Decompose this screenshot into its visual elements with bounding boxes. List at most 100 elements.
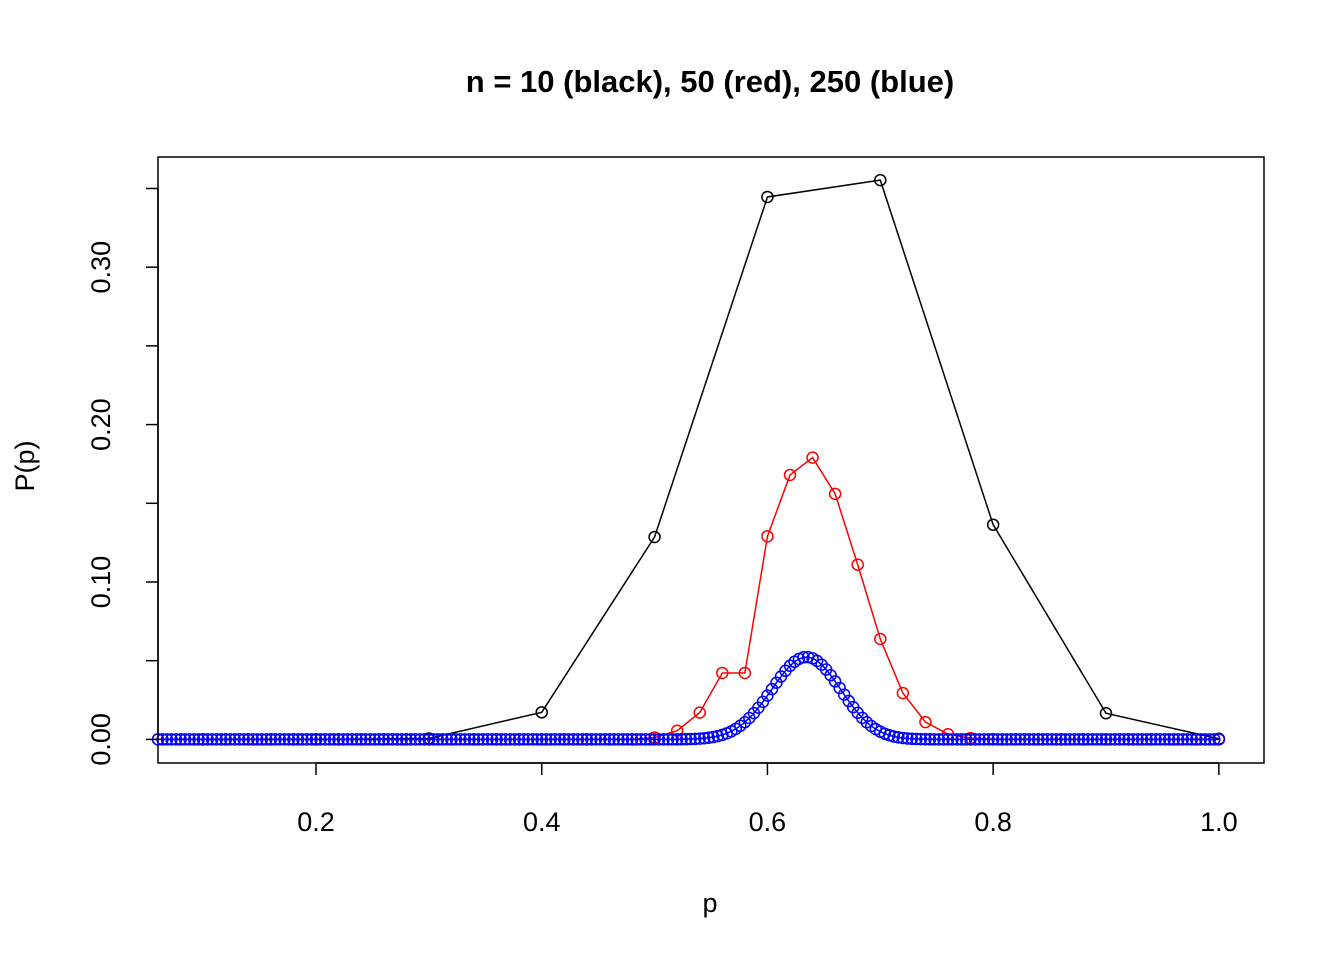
data-point bbox=[300, 733, 314, 746]
data-point bbox=[1013, 733, 1027, 746]
data-point bbox=[1027, 733, 1041, 746]
data-point bbox=[553, 733, 567, 746]
data-point bbox=[521, 733, 535, 746]
data-point bbox=[738, 666, 752, 680]
data-point bbox=[1104, 733, 1117, 746]
data-point bbox=[1144, 733, 1158, 746]
data-point bbox=[991, 733, 1004, 746]
data-point bbox=[648, 733, 661, 746]
data-point bbox=[223, 733, 237, 746]
data-point bbox=[381, 733, 395, 746]
data-point bbox=[901, 732, 914, 745]
data-point bbox=[761, 689, 774, 702]
data-point bbox=[431, 733, 445, 746]
data-point bbox=[648, 530, 661, 544]
x-tick-label: 0.2 bbox=[297, 807, 335, 837]
data-point bbox=[982, 733, 995, 746]
data-point bbox=[765, 682, 779, 696]
data-point bbox=[616, 733, 630, 746]
data-point bbox=[928, 733, 941, 746]
data-point bbox=[192, 733, 205, 746]
data-point bbox=[702, 731, 715, 744]
data-point bbox=[688, 732, 702, 746]
data-point bbox=[196, 733, 210, 746]
data-point bbox=[287, 733, 300, 746]
data-point bbox=[675, 732, 688, 746]
data-point bbox=[165, 733, 178, 746]
data-point bbox=[1171, 733, 1185, 746]
data-point bbox=[1000, 733, 1013, 746]
series-line bbox=[203, 179, 1220, 741]
x-tick-label: 0.8 bbox=[974, 807, 1012, 837]
data-point bbox=[562, 733, 576, 746]
data-point bbox=[567, 733, 580, 746]
data-point bbox=[905, 732, 919, 746]
data-point bbox=[666, 733, 679, 746]
data-point bbox=[535, 706, 548, 719]
data-point bbox=[670, 733, 684, 746]
data-point bbox=[535, 733, 548, 746]
data-point bbox=[427, 733, 440, 746]
data-point bbox=[697, 731, 711, 745]
data-point bbox=[503, 733, 517, 746]
data-point bbox=[558, 733, 571, 746]
data-point bbox=[544, 733, 557, 746]
data-point bbox=[363, 733, 377, 746]
data-point bbox=[874, 173, 887, 187]
data-point bbox=[278, 733, 291, 746]
data-point bbox=[1158, 733, 1171, 746]
data-point bbox=[950, 733, 964, 746]
data-point bbox=[1117, 733, 1131, 746]
data-point bbox=[887, 730, 901, 743]
data-point bbox=[1176, 733, 1189, 746]
data-point bbox=[603, 733, 616, 746]
data-point bbox=[756, 695, 770, 709]
data-point bbox=[824, 668, 837, 682]
data-point bbox=[914, 732, 928, 746]
data-point bbox=[783, 468, 797, 482]
data-point bbox=[386, 733, 399, 746]
y-tick-label: 0.20 bbox=[86, 398, 116, 451]
data-point bbox=[1023, 733, 1036, 746]
data-point bbox=[612, 733, 625, 746]
data-point bbox=[372, 733, 386, 746]
data-point bbox=[837, 688, 851, 701]
data-point bbox=[458, 733, 472, 746]
data-point bbox=[679, 732, 693, 746]
data-point bbox=[896, 731, 910, 745]
data-point bbox=[770, 676, 783, 689]
data-point bbox=[1113, 733, 1126, 746]
data-point bbox=[986, 518, 1000, 531]
data-point bbox=[896, 686, 910, 700]
series-50 bbox=[151, 451, 1226, 746]
data-point bbox=[1122, 733, 1135, 746]
series-line bbox=[158, 656, 1219, 741]
data-point bbox=[260, 733, 273, 746]
data-point bbox=[291, 733, 305, 746]
x-axis: 0.2 0.4 0.6 0.8 1.0 bbox=[297, 762, 1238, 837]
data-point bbox=[652, 733, 666, 746]
data-point bbox=[1095, 733, 1108, 746]
data-point bbox=[305, 733, 318, 746]
data-point bbox=[1194, 733, 1208, 746]
data-point bbox=[1004, 733, 1018, 746]
data-point bbox=[327, 733, 341, 746]
data-point bbox=[472, 733, 485, 746]
data-point bbox=[187, 733, 201, 746]
data-point bbox=[418, 733, 431, 746]
data-point bbox=[251, 733, 264, 746]
data-point bbox=[214, 733, 228, 746]
data-point bbox=[968, 733, 982, 746]
data-point bbox=[1099, 733, 1113, 746]
data-point bbox=[941, 733, 955, 746]
data-point bbox=[634, 733, 648, 746]
data-point bbox=[1149, 733, 1162, 746]
data-point bbox=[391, 733, 404, 746]
data-point bbox=[693, 706, 706, 719]
data-point bbox=[233, 733, 246, 746]
data-point bbox=[1153, 733, 1167, 746]
data-point bbox=[354, 733, 368, 746]
data-point bbox=[761, 190, 774, 204]
data-point bbox=[855, 711, 869, 725]
data-point bbox=[237, 733, 251, 746]
